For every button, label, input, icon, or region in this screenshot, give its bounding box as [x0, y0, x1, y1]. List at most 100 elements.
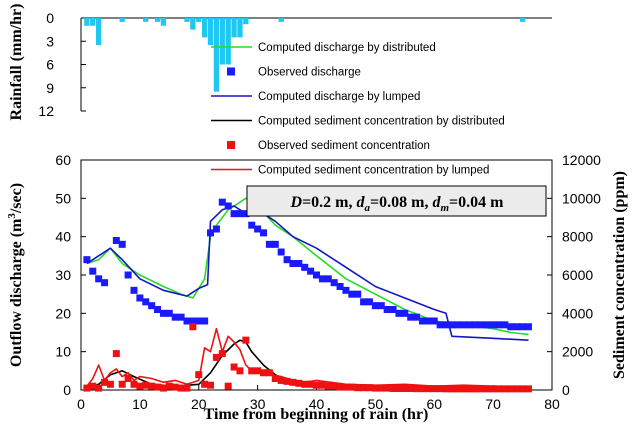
- rainfall-bar: [278, 18, 284, 22]
- data-point: [324, 382, 332, 390]
- legend-item: Observed discharge: [227, 67, 361, 79]
- parameter-box: D=0.2 m, da=0.08 m, dm=0.04 m: [246, 185, 547, 217]
- data-point: [407, 384, 415, 392]
- data-point: [524, 323, 532, 331]
- rainfall-axis-title: Rainfall (mm/hr): [8, 4, 25, 121]
- data-point: [289, 378, 297, 386]
- parameter-box-frame: [246, 185, 547, 217]
- sediment-axis-ticks: 0 2000 4000 6000 8000 10000 12000: [547, 152, 601, 398]
- data-point: [460, 321, 468, 329]
- x-tick-label: 10: [132, 396, 148, 412]
- rainfall-bar: [201, 18, 208, 38]
- data-point: [265, 240, 273, 248]
- data-point: [489, 321, 497, 329]
- data-point: [136, 382, 144, 390]
- data-point: [260, 229, 268, 237]
- data-point: [389, 306, 397, 313]
- data-point: [230, 363, 238, 371]
- legend: Computed discharge by distributed Observe…: [211, 42, 505, 177]
- data-point: [89, 267, 97, 275]
- data-point: [212, 225, 220, 233]
- legend-item: Computed sediment concentration by distr…: [211, 116, 505, 128]
- rainfall-tick-label: 6: [46, 57, 54, 73]
- data-point: [301, 263, 309, 271]
- legend-item: Computed discharge by distributed: [211, 42, 436, 54]
- sediment-tick-label: 12000: [562, 152, 601, 168]
- data-point: [159, 384, 167, 392]
- discharge-tick-label: 0: [63, 382, 71, 398]
- param-d-symbol: D: [290, 194, 303, 211]
- data-point: [354, 384, 362, 392]
- data-point: [336, 283, 344, 290]
- data-point: [236, 210, 244, 218]
- data-point: [254, 225, 262, 233]
- data-point: [242, 210, 250, 218]
- series-observed-sediment-concentration: [83, 323, 532, 393]
- data-point: [277, 376, 285, 384]
- data-point: [201, 317, 209, 325]
- rainfall-bar: [90, 18, 96, 26]
- data-point: [165, 382, 173, 390]
- x-tick-label: 0: [77, 396, 85, 412]
- data-point: [295, 260, 303, 267]
- data-point: [477, 385, 485, 393]
- data-point: [283, 256, 291, 264]
- data-point: [271, 240, 279, 248]
- data-point: [130, 286, 138, 294]
- data-point: [377, 384, 385, 392]
- legend-label: Observed discharge: [258, 67, 361, 79]
- discharge-tick-label: 10: [55, 344, 71, 360]
- x-tick-label: 20: [191, 396, 207, 412]
- legend-label: Computed sediment concentration by lumpe…: [258, 165, 489, 177]
- param-d-value: =0.2 m,: [302, 194, 356, 211]
- series-layer: [83, 197, 532, 393]
- data-point: [124, 271, 132, 279]
- rainfall-bar: [190, 18, 196, 30]
- data-point: [430, 317, 438, 325]
- data-point: [418, 385, 426, 393]
- data-point: [248, 367, 256, 375]
- rainfall-tick-label: 0: [46, 10, 54, 26]
- rainfall-bar: [213, 18, 220, 92]
- discharge-tick-label: 60: [55, 152, 71, 168]
- data-point: [471, 385, 479, 393]
- data-point: [342, 286, 350, 294]
- rainfall-bar: [225, 18, 231, 65]
- data-point: [454, 385, 462, 393]
- discharge-tick-label: 50: [55, 190, 71, 206]
- discharge-tick-label: 30: [55, 267, 71, 283]
- data-point: [307, 380, 315, 388]
- data-point: [501, 321, 509, 329]
- data-point: [507, 385, 515, 393]
- data-point: [159, 309, 167, 317]
- data-point: [413, 313, 421, 321]
- data-point: [95, 384, 103, 392]
- rainfall-bar: [154, 18, 161, 22]
- data-point: [260, 369, 268, 377]
- data-point: [277, 248, 285, 256]
- rainfall-bars: [84, 18, 526, 92]
- rainfall-bar: [519, 18, 526, 22]
- data-point: [436, 321, 444, 329]
- param-da-symbol: d: [357, 194, 366, 211]
- sediment-tick-label: 8000: [562, 229, 593, 245]
- sediment-axis-title: Sediment concentration (ppm): [611, 171, 628, 379]
- data-point: [507, 323, 515, 331]
- data-point: [342, 383, 350, 391]
- data-point: [389, 384, 397, 392]
- rainfall-bar: [237, 18, 243, 38]
- data-point: [436, 385, 444, 393]
- data-point: [395, 309, 403, 317]
- x-tick-label: 80: [544, 396, 560, 412]
- x-tick-label: 50: [368, 396, 384, 412]
- legend-marker-swatch: [227, 67, 235, 76]
- data-point: [189, 323, 197, 331]
- data-point: [248, 221, 256, 229]
- data-point: [524, 385, 532, 393]
- rainfall-bar: [196, 18, 202, 22]
- sediment-tick-label: 0: [562, 382, 570, 398]
- data-point: [477, 321, 485, 329]
- x-tick-label: 70: [485, 396, 501, 412]
- sediment-tick-label: 6000: [562, 267, 593, 283]
